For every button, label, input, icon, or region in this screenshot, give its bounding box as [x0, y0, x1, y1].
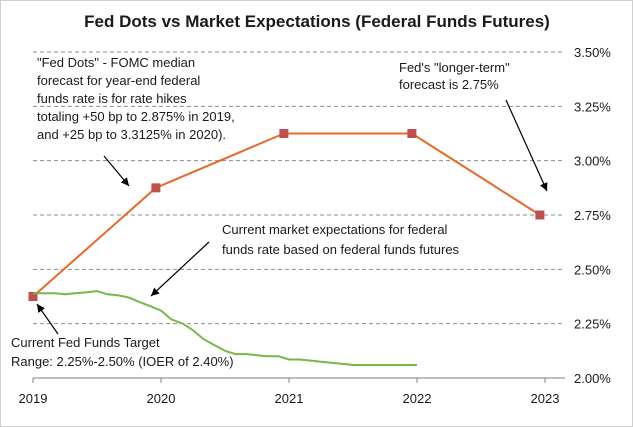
x-tick-label: 2019: [19, 391, 48, 406]
x-tick-label: 2022: [403, 391, 432, 406]
annotation-line: and +25 bp to 3.3125% in 2020).: [37, 127, 226, 142]
annotation-line: forecast is 2.75%: [399, 77, 499, 92]
annotation-text-4: Current Fed Funds Target Range: 2.25%-2.5…: [11, 335, 234, 369]
y-tick-label: 2.75%: [574, 208, 611, 223]
series-marker: [28, 292, 38, 301]
y-tick-label: 2.00%: [574, 371, 611, 386]
annotation-line: Current market expectations for federal: [222, 222, 448, 237]
annotation-line: Current Fed Funds Target: [11, 335, 160, 350]
annotation-text-1: "Fed Dots" - FOMC median forecast for yea…: [37, 55, 235, 142]
arrow-layer: [36, 99, 548, 335]
y-tick-label: 3.25%: [574, 99, 611, 114]
annotation-line: Fed's "longer-term": [399, 60, 510, 75]
annotation-arrow: [150, 241, 210, 297]
annotation-arrow: [505, 99, 548, 192]
annotation-line: Range: 2.25%-2.50% (IOER of 2.40%): [11, 354, 234, 369]
y-tick-label: 3.50%: [574, 45, 611, 60]
series-marker: [151, 183, 161, 193]
y-tick-label: 2.50%: [574, 262, 611, 277]
annotation-line: forecast for year-end federal: [37, 73, 200, 88]
grid-layer: [32, 51, 565, 383]
series-marker: [279, 129, 289, 138]
arrow-head: [540, 182, 548, 191]
x-tick-label: 2023: [531, 391, 560, 406]
annotation-line: totaling +50 bp to 2.875% in 2019,: [37, 109, 235, 124]
annotation-arrow: [36, 303, 59, 335]
x-tick-label: 2021: [275, 391, 304, 406]
x-tick-layer: 2019 2020 2021 2022 2023: [19, 391, 560, 406]
series-line-2: [33, 290, 417, 366]
annotation-arrow: [103, 155, 130, 187]
annotation-line: funds rate based on federal funds future…: [222, 242, 460, 257]
arrow-head: [37, 304, 45, 313]
arrow-shaft: [505, 99, 548, 192]
series-marker: [535, 210, 545, 220]
annotation-line: "Fed Dots" - FOMC median: [37, 55, 195, 70]
arrow-head: [120, 177, 129, 186]
chart-title: Fed Dots vs Market Expectations (Federal…: [84, 12, 550, 31]
annotation-text-2: Fed's "longer-term" forecast is 2.75%: [399, 60, 510, 92]
y-tick-label: 3.00%: [574, 154, 611, 169]
y-tick-label: 2.25%: [574, 317, 611, 332]
x-tick-label: 2020: [147, 391, 176, 406]
arrow-shaft: [150, 241, 210, 297]
annotation-text-3: Current market expectations for federal f…: [222, 222, 460, 257]
series-marker: [407, 129, 417, 138]
annotation-line: funds rate is for rate hikes: [37, 91, 187, 106]
arrow-head: [151, 287, 160, 296]
y-tick-layer: 3.50% 3.25% 3.00% 2.75% 2.50% 2.25% 2.00%: [574, 45, 611, 386]
annotation-layer: "Fed Dots" - FOMC median forecast for yea…: [11, 55, 510, 369]
series-layer: [28, 129, 545, 366]
